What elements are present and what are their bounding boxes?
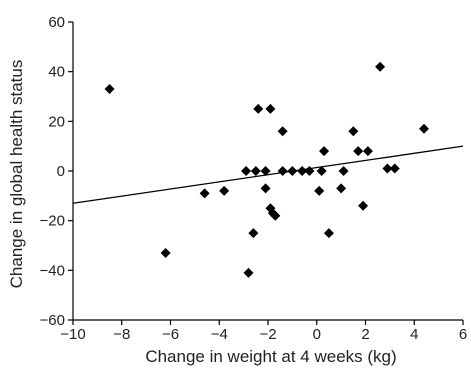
data-point bbox=[338, 166, 349, 176]
data-point bbox=[375, 61, 386, 72]
data-point bbox=[319, 146, 330, 157]
x-tick-label: −2 bbox=[259, 326, 276, 343]
data-point bbox=[277, 166, 288, 176]
x-tick-label: −4 bbox=[211, 326, 228, 343]
data-point bbox=[277, 126, 288, 137]
x-tick-label: 0 bbox=[313, 326, 321, 343]
data-point bbox=[253, 103, 264, 114]
y-tick-label: −60 bbox=[40, 312, 65, 329]
x-tick-label: −8 bbox=[113, 326, 130, 343]
data-point bbox=[270, 210, 281, 221]
y-axis-title: Change in global health status bbox=[7, 60, 26, 289]
data-point bbox=[353, 146, 364, 157]
x-tick-label: 4 bbox=[410, 326, 418, 343]
data-point bbox=[241, 166, 252, 176]
data-point bbox=[250, 166, 261, 176]
data-point bbox=[419, 123, 429, 134]
data-point bbox=[248, 228, 259, 239]
y-tick-label: −20 bbox=[40, 213, 65, 230]
x-tick-label: 6 bbox=[459, 326, 467, 343]
data-point bbox=[304, 166, 315, 176]
data-point bbox=[336, 183, 347, 194]
y-ticks: −60 −40 −20 0 20 40 60 bbox=[40, 14, 73, 329]
y-tick-label: 0 bbox=[57, 163, 65, 180]
x-tick-label: −6 bbox=[162, 326, 179, 343]
x-axis-title: Change in weight at 4 weeks (kg) bbox=[145, 347, 396, 366]
data-point bbox=[265, 103, 276, 114]
data-point bbox=[104, 84, 115, 95]
x-tick-label: −10 bbox=[60, 326, 85, 343]
data-point bbox=[316, 166, 327, 176]
data-point bbox=[219, 185, 230, 196]
data-point bbox=[297, 166, 308, 176]
data-point bbox=[382, 163, 393, 174]
data-points bbox=[104, 61, 429, 278]
data-point bbox=[389, 163, 400, 174]
data-point bbox=[362, 146, 373, 157]
data-point bbox=[160, 247, 171, 258]
y-tick-label: 60 bbox=[48, 14, 65, 31]
data-point bbox=[287, 166, 298, 176]
data-point bbox=[199, 188, 210, 199]
y-tick-label: 40 bbox=[48, 64, 65, 81]
y-tick-label: 20 bbox=[48, 113, 65, 130]
data-point bbox=[314, 185, 325, 196]
trend-line bbox=[72, 145, 464, 204]
data-point bbox=[243, 267, 254, 278]
y-tick-label: −40 bbox=[40, 262, 65, 279]
x-ticks: −10 −8 −6 −4 −2 0 2 4 6 bbox=[60, 320, 467, 343]
x-tick-label: 2 bbox=[361, 326, 369, 343]
data-point bbox=[323, 228, 334, 239]
data-point bbox=[358, 200, 369, 211]
data-point bbox=[260, 183, 271, 194]
data-point bbox=[260, 166, 271, 176]
data-point bbox=[348, 126, 359, 137]
